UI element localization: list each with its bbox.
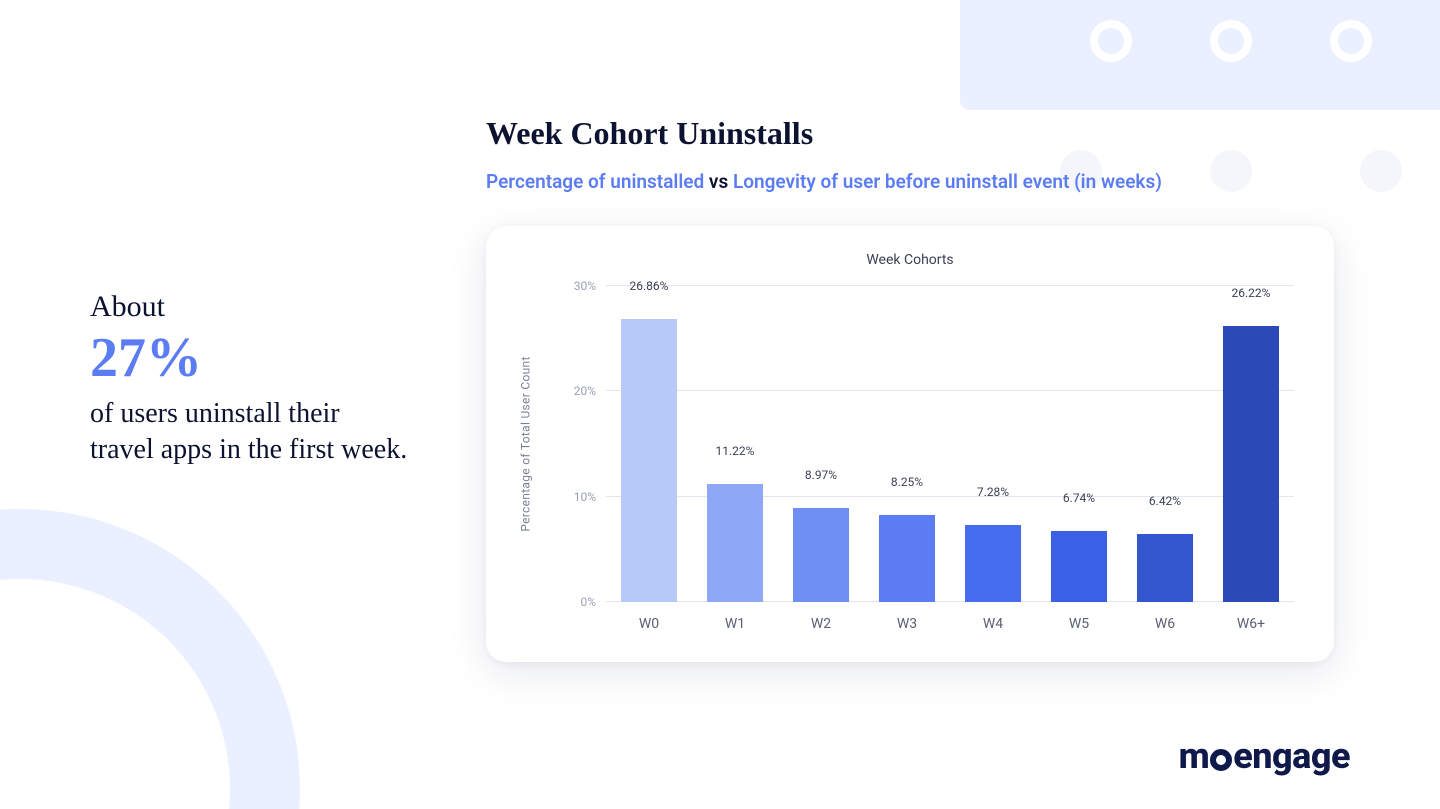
y-tick-label: 30% [574,279,606,293]
y-axis-label-wrap: Percentage of Total User Count [506,226,546,662]
insight-callout: About 27% of users uninstall their trave… [90,290,430,469]
subtitle-right: Longevity of user before uninstall event… [733,170,1162,193]
callout-value: 27% [90,326,430,390]
bar-value-label: 11.22% [692,444,778,464]
bar-column: 8.25%W3 [864,286,950,602]
decorative-ring [1210,20,1252,62]
chart-plot: 0%10%20%30%26.86%W011.22%W18.97%W28.25%W… [606,286,1294,602]
subtitle-vs: vs [709,170,728,193]
brand-logo: m engage [1179,735,1350,777]
logo-text-after: engage [1233,735,1350,777]
decorative-dot [1360,150,1402,192]
bar-value-label: 26.86% [606,279,692,299]
x-tick-label: W0 [606,602,692,632]
logo-ring-icon [1210,749,1232,771]
logo-text-before: m [1179,735,1210,777]
x-tick-label: W3 [864,602,950,632]
bar [1051,531,1106,602]
y-tick-label: 0% [580,595,606,609]
bar [1223,326,1278,602]
callout-text: of users uninstall their travel apps in … [90,396,430,469]
bar [707,484,762,602]
bar-value-label: 6.42% [1122,494,1208,514]
chart-card: Week Cohorts Percentage of Total User Co… [486,226,1334,662]
bar-value-label: 8.25% [864,475,950,495]
bar-column: 6.74%W5 [1036,286,1122,602]
y-axis-label: Percentage of Total User Count [519,356,533,531]
bar-column: 26.86%W0 [606,286,692,602]
bar [965,525,1020,602]
bar [793,508,848,602]
y-tick-label: 20% [574,384,606,398]
x-tick-label: W1 [692,602,778,632]
x-tick-label: W6+ [1208,602,1294,632]
bar-column: 7.28%W4 [950,286,1036,602]
decorative-ring [1090,20,1132,62]
bar-value-label: 8.97% [778,468,864,488]
bar-column: 11.22%W1 [692,286,778,602]
bar [879,515,934,602]
x-tick-label: W6 [1122,602,1208,632]
decorative-panel [960,0,1440,110]
callout-about: About [90,290,430,324]
x-tick-label: W4 [950,602,1036,632]
page-subtitle: Percentage of uninstalled vs Longevity o… [486,170,1162,193]
bars-container: 26.86%W011.22%W18.97%W28.25%W37.28%W46.7… [606,286,1294,602]
bar-value-label: 7.28% [950,485,1036,505]
bar [1137,534,1192,602]
subtitle-left: Percentage of uninstalled [486,170,704,193]
bar-value-label: 26.22% [1208,286,1294,306]
bar [621,319,676,602]
x-tick-label: W5 [1036,602,1122,632]
bar-column: 6.42%W6 [1122,286,1208,602]
x-tick-label: W2 [778,602,864,632]
chart-plot-inner: 0%10%20%30%26.86%W011.22%W18.97%W28.25%W… [606,286,1294,602]
chart-title: Week Cohorts [486,252,1334,268]
decorative-ring [1330,20,1372,62]
decorative-dot [1210,150,1252,192]
bar-column: 26.22%W6+ [1208,286,1294,602]
bar-column: 8.97%W2 [778,286,864,602]
decorative-arc [0,509,300,809]
page-title: Week Cohort Uninstalls [486,115,813,152]
bar-value-label: 6.74% [1036,491,1122,511]
y-tick-label: 10% [574,490,606,504]
